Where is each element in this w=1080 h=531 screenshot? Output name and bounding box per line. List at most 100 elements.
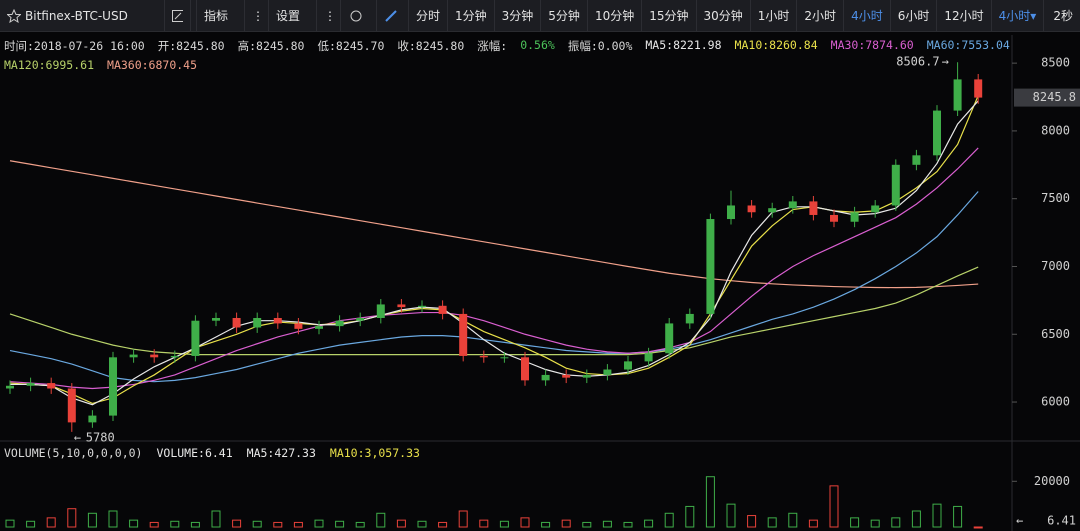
period-button[interactable]: 6小时 — [891, 0, 938, 31]
ma-line — [10, 100, 979, 406]
candle-body — [6, 385, 14, 389]
candle-body — [253, 317, 262, 328]
volume-bar — [314, 519, 324, 528]
candle-body — [500, 357, 509, 359]
volume-bar — [293, 521, 303, 528]
last-volume-label: 6.41 — [1047, 514, 1076, 528]
volume-bar — [211, 510, 221, 528]
indicator-button[interactable]: 指标 — [197, 0, 245, 31]
info-item: MA30:7874.60 — [830, 38, 914, 52]
period-button[interactable]: 1分钟 — [448, 0, 495, 31]
volume-bar — [26, 520, 36, 528]
period-button[interactable]: 2小时 — [797, 0, 845, 31]
candle-body — [747, 205, 756, 213]
volume-bar — [747, 515, 757, 528]
star-icon — [7, 8, 21, 23]
volume-bar — [417, 520, 427, 528]
draw-button[interactable] — [377, 0, 409, 31]
settings: 设置 — [276, 9, 301, 23]
candle-body — [129, 354, 138, 358]
candle-body — [438, 305, 447, 314]
volume-bar — [705, 476, 715, 528]
last-price-label: 8245.8 — [1033, 90, 1076, 104]
candle-body — [953, 79, 962, 111]
volume-bar — [273, 521, 283, 528]
volume-bar — [870, 519, 880, 528]
candle-body — [521, 357, 529, 381]
pen-icon — [385, 9, 397, 22]
period-dropdown[interactable]: 4小时 ▾ — [992, 0, 1044, 31]
volume-bar — [602, 520, 612, 528]
period-button[interactable]: 3分钟 — [495, 0, 542, 31]
volume-bar — [767, 517, 777, 528]
candle-body — [191, 320, 200, 356]
candle-body — [294, 323, 303, 329]
period-button[interactable]: 4小时 — [844, 0, 891, 31]
volume-bar — [973, 526, 983, 529]
info-item: MA60:7553.04 — [926, 38, 1010, 52]
high-annotation: 8506.7 — [896, 55, 939, 69]
period-button[interactable]: 12小时 — [937, 0, 992, 31]
candle-body — [891, 164, 900, 206]
candle-body — [356, 317, 365, 321]
candle-body — [871, 205, 880, 213]
volume-bar — [129, 519, 139, 528]
candle-body — [582, 374, 591, 378]
arrow: ← — [1016, 514, 1023, 528]
candle-body — [809, 201, 818, 215]
period-button[interactable]: 10分钟 — [588, 0, 643, 31]
volume-bar — [335, 520, 345, 528]
candle-body — [479, 355, 488, 358]
dropdown-label: 4小时 — [998, 9, 1031, 23]
volume-bar — [623, 521, 633, 528]
volume-bar — [376, 512, 386, 528]
y-tick-label: 8500 — [1041, 56, 1070, 70]
ma-line — [9, 160, 979, 289]
info-item: 时间:2018-07-26 16:00 — [4, 39, 145, 53]
info-row: MA120:6995.61 MA360:6870.45 — [4, 58, 1010, 78]
volume-bar — [190, 521, 200, 528]
volume-bar — [232, 519, 242, 528]
candle-body — [376, 304, 385, 318]
volume-bar — [953, 505, 963, 528]
theme-button[interactable] — [341, 0, 377, 31]
symbol-button[interactable]: Bitfinex-BTC-USD — [0, 0, 165, 31]
refresh[interactable]: 2秒 — [1044, 0, 1080, 31]
y-tick-label: 8000 — [1041, 123, 1070, 137]
y-tick-label: 7000 — [1041, 259, 1070, 273]
period-button[interactable]: 分时 — [409, 0, 449, 31]
period-button[interactable]: 1小时 — [751, 0, 798, 31]
candle-body — [232, 317, 241, 328]
period-button[interactable]: 5分钟 — [541, 0, 588, 31]
candle-body — [541, 374, 550, 381]
candle-body — [665, 323, 674, 354]
menu-button[interactable]: ⋮ — [317, 0, 341, 31]
volume-bar — [829, 485, 839, 528]
expand-button[interactable] — [165, 0, 191, 31]
volume-bar — [67, 508, 77, 528]
info-item: MA360:6870.45 — [107, 58, 198, 72]
settings-button[interactable]: 设置 — [269, 0, 317, 31]
period-group: 分时 1分钟 3分钟 5分钟 10分钟 15分钟 30分钟 1小时 2小时 4小时 6小时 12小时 — [409, 0, 992, 31]
menu-button[interactable]: ⋮ — [245, 0, 269, 31]
candle-body — [912, 155, 921, 165]
candle-body — [150, 354, 159, 358]
info-item: 开:8245.80 — [157, 39, 225, 53]
arrow: ← — [74, 430, 81, 444]
volume-bar — [108, 510, 118, 528]
period-button[interactable]: 30分钟 — [697, 0, 751, 31]
sun-icon — [350, 10, 362, 21]
volume-bar — [664, 512, 674, 528]
volume-bar — [541, 521, 551, 528]
period-button[interactable]: 15分钟 — [642, 0, 697, 31]
y-tick-label: 6000 — [1041, 395, 1070, 409]
volume-info: VOLUME(5,10,0,0,0,0) VOLUME:6.41 MA5:427.3… — [4, 446, 420, 460]
candle-body — [315, 326, 323, 329]
volume-bar — [170, 520, 180, 528]
arrow: → — [942, 55, 949, 69]
expand-icon — [172, 9, 183, 22]
volume-bar — [788, 512, 798, 528]
candle-body — [418, 305, 426, 308]
candle-body — [603, 369, 612, 375]
